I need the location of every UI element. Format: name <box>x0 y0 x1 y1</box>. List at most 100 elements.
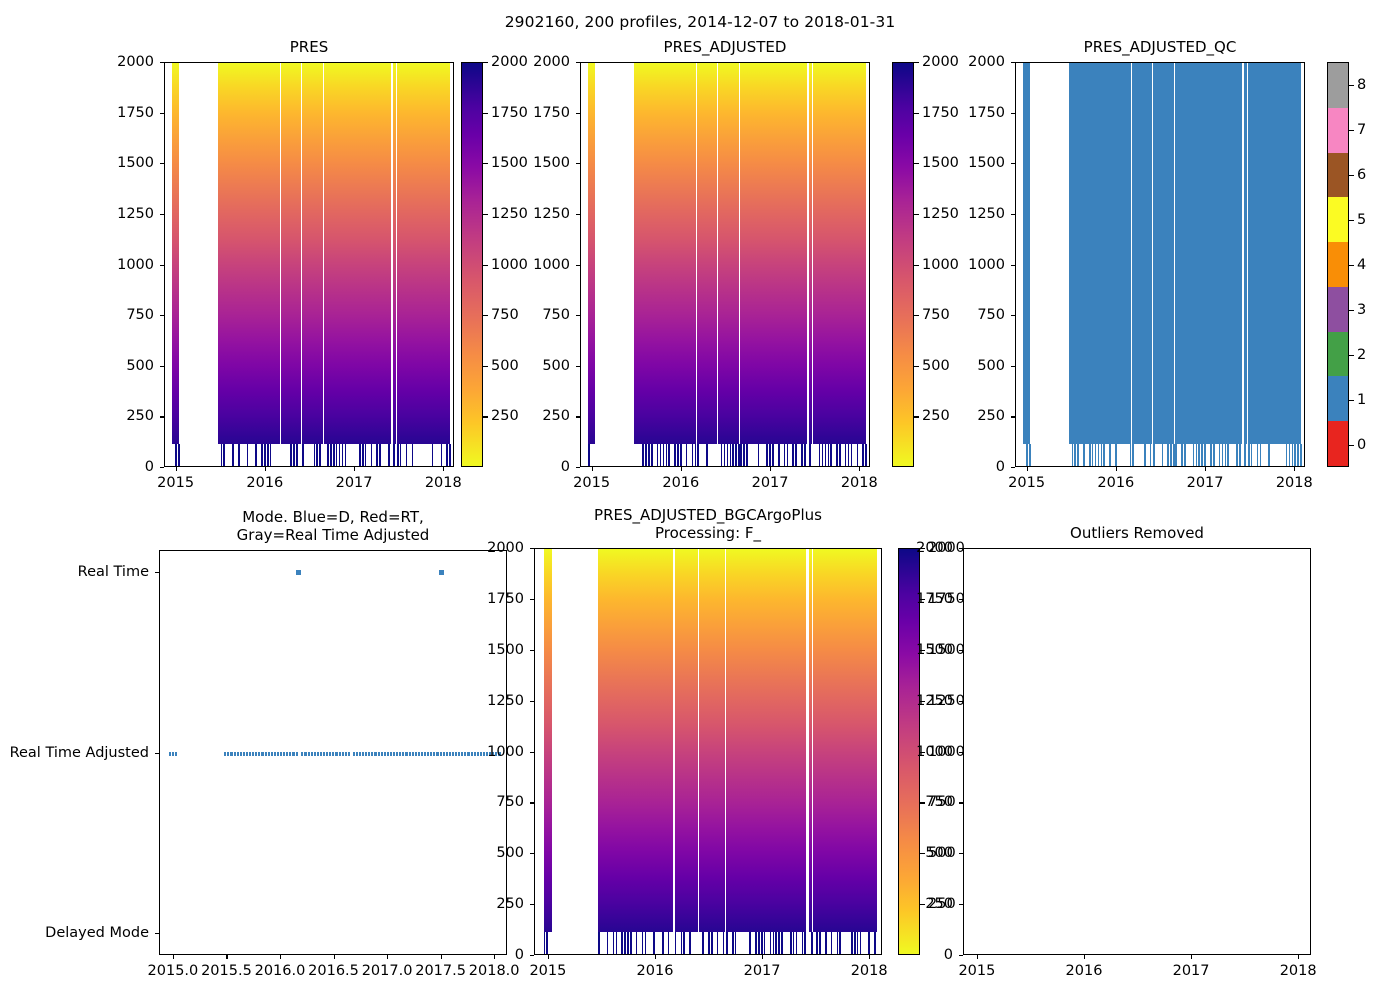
profile-block <box>717 63 740 466</box>
mode-point <box>377 751 380 756</box>
colorbar-tick-pres_adjusted_qc-4 <box>1349 264 1354 266</box>
mode-point <box>492 751 495 756</box>
profile-sliver <box>801 931 804 954</box>
yticklabel-mode-2: Real Time <box>77 563 149 580</box>
profile-sliver <box>706 443 708 466</box>
profile-sliver <box>1167 443 1170 466</box>
profile-sliver <box>1192 443 1195 466</box>
profile-sliver <box>738 443 740 466</box>
yticklabel-pres-5: 1250 <box>117 205 154 222</box>
colorbar-tick-pres_adjusted-6 <box>914 112 919 114</box>
profile-sliver <box>716 931 719 954</box>
yticklabel-pres_adjusted_qc-6: 1500 <box>968 155 1005 172</box>
ytick-pres_adjusted-0 <box>576 467 580 469</box>
ragged-bottom <box>1248 443 1302 466</box>
ytick-pres-4 <box>160 264 164 266</box>
profile-sliver <box>772 443 774 466</box>
colorbar-segment-2 <box>1328 331 1348 377</box>
colorbar-ticklabel-pres_adjusted_bgcargoplus-3: 1000 <box>928 743 965 760</box>
yticklabel-pres_adjusted_bgcargoplus-7: 1750 <box>487 590 524 607</box>
mode-point <box>313 751 316 756</box>
colorbar-ticklabel-pres_adjusted_qc-4: 4 <box>1357 256 1367 273</box>
ragged-bottom <box>301 443 323 466</box>
profile-sliver <box>332 443 335 466</box>
ytick-pres-2 <box>160 365 164 367</box>
profile-sliver <box>411 443 414 466</box>
yticklabel-pres-1: 250 <box>126 408 154 425</box>
profile-sliver <box>1210 443 1212 466</box>
yticklabel-pres_adjusted_qc-8: 2000 <box>968 54 1005 70</box>
profile-sliver <box>1074 443 1077 466</box>
mode-point <box>433 751 436 756</box>
yticklabel-pres_adjusted_qc-5: 1250 <box>968 205 1005 222</box>
ytick-pres_adjusted_qc-1 <box>1011 416 1015 418</box>
mode-point <box>362 751 365 756</box>
colorbar-ticklabel-pres_adjusted-4: 1250 <box>922 205 959 222</box>
profile-sliver <box>726 931 728 954</box>
profile-sliver <box>1294 443 1296 466</box>
profile-sliver <box>680 443 682 466</box>
ytick-outliers_removed-7 <box>959 598 963 601</box>
profile-sliver <box>749 931 751 954</box>
colorbar-ticklabel-pres_adjusted_qc-2: 2 <box>1357 346 1367 363</box>
ragged-bottom <box>633 443 697 466</box>
profile-sliver <box>1227 443 1230 466</box>
profile-sliver <box>667 931 670 954</box>
colorbar-segment-5 <box>1328 197 1348 243</box>
profile-sliver <box>769 931 772 954</box>
profile-sliver <box>370 443 373 466</box>
mode-point <box>264 751 267 756</box>
mode-point <box>326 751 329 756</box>
colorbar-ticklabel-pres_adjusted-2: 750 <box>922 307 950 324</box>
xtick-pres_adjusted_qc-0 <box>1026 467 1028 471</box>
colorbar-ticklabel-pres-1: 500 <box>491 357 519 374</box>
mode-point <box>371 751 374 756</box>
xtick-mode-3 <box>333 955 335 959</box>
ytick-pres_adjusted-6 <box>576 163 580 165</box>
yticklabel-pres_adjusted_bgcargoplus-6: 1500 <box>487 641 524 658</box>
xtick-pres_adjusted_bgcargoplus-2 <box>762 955 764 959</box>
profile-sliver <box>874 931 876 954</box>
ytick-pres-8 <box>160 62 164 64</box>
mode-point <box>380 751 383 756</box>
colorbar-ticklabel-pres_adjusted_bgcargoplus-6: 1750 <box>928 590 965 607</box>
colorbar-pres_adjusted_bgcargoplus <box>898 548 920 955</box>
profile-sliver <box>627 931 629 954</box>
ytick-pres_adjusted_qc-4 <box>1011 264 1015 266</box>
mode-point <box>455 751 458 756</box>
mode-point <box>442 751 445 756</box>
ragged-bottom <box>1023 443 1031 466</box>
mode-point <box>383 751 386 756</box>
ragged-bottom <box>808 443 812 466</box>
xtick-outliers_removed-2 <box>1191 955 1193 959</box>
profile-sliver <box>341 443 344 466</box>
mode-point <box>174 751 177 756</box>
profile-sliver <box>850 443 853 466</box>
profile-sliver <box>795 443 797 466</box>
colorbar-tick-pres_adjusted_qc-7 <box>1349 129 1354 131</box>
xticklabel-mode-5: 2017.5 <box>415 963 466 979</box>
yticklabel-outliers_removed-2: 500 <box>925 845 953 862</box>
ytick-pres_adjusted-5 <box>576 213 580 216</box>
colorbar-tick-pres-2 <box>483 315 488 317</box>
profile-sliver <box>1115 443 1117 466</box>
profile-sliver <box>827 443 830 466</box>
ragged-bottom <box>697 443 717 466</box>
yticklabel-pres_adjusted_bgcargoplus-4: 1000 <box>487 743 524 760</box>
axes-pres_adjusted <box>580 62 870 467</box>
mode-point <box>245 751 249 756</box>
profile-block <box>697 63 717 466</box>
mode-point <box>304 751 307 756</box>
profile-sliver <box>364 443 367 466</box>
profile-sliver <box>388 443 390 466</box>
colorbar-ticklabel-pres-2: 750 <box>491 307 519 324</box>
xtick-pres_adjusted_qc-3 <box>1294 467 1296 471</box>
profile-sliver <box>824 931 827 954</box>
xtick-mode-4 <box>387 955 389 959</box>
colorbar-ticklabel-pres_adjusted_qc-0: 0 <box>1357 436 1367 453</box>
profile-block <box>813 549 877 954</box>
colorbar-tick-pres-5 <box>483 163 488 165</box>
mode-point <box>319 751 323 756</box>
profile-sliver <box>1195 443 1198 466</box>
